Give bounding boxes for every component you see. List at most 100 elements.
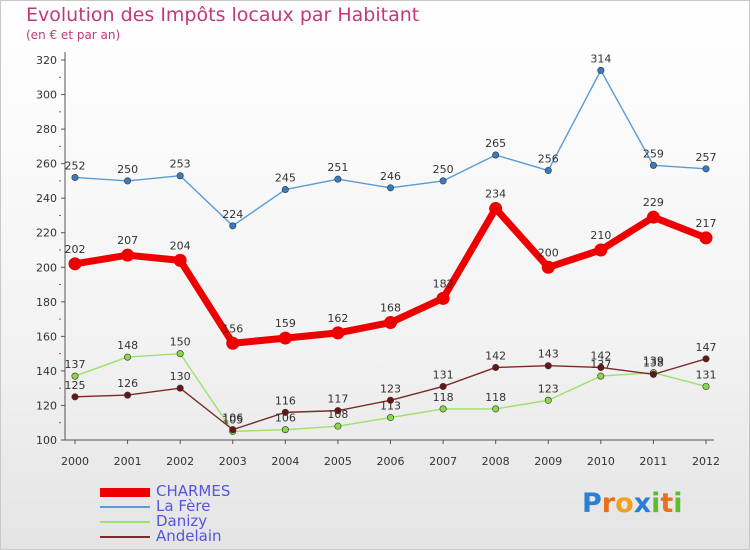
data-label: 234 <box>485 188 506 201</box>
data-point <box>229 222 237 230</box>
data-point <box>121 248 135 262</box>
data-point <box>597 363 605 371</box>
y-minor-tick <box>59 214 61 216</box>
logo-letter: x <box>633 488 652 519</box>
data-point <box>492 405 500 413</box>
data-label: 245 <box>275 172 296 185</box>
data-point <box>71 173 79 181</box>
data-point <box>176 172 184 180</box>
data-label: 131 <box>696 368 717 381</box>
data-point <box>71 372 79 380</box>
data-point <box>176 384 184 392</box>
x-tick-label: 2002 <box>166 455 194 468</box>
data-label: 252 <box>65 159 86 172</box>
data-label: 113 <box>380 400 401 413</box>
data-label: 123 <box>380 382 401 395</box>
data-point <box>489 202 503 216</box>
y-tick-label: 240 <box>36 192 57 205</box>
data-label: 143 <box>538 348 559 361</box>
y-tick-label: 100 <box>36 434 57 447</box>
data-label: 159 <box>275 317 296 330</box>
data-point <box>281 408 289 416</box>
data-label: 142 <box>590 349 611 362</box>
data-point <box>544 167 552 175</box>
data-label: 138 <box>643 356 664 369</box>
data-point <box>544 362 552 370</box>
data-point <box>439 177 447 185</box>
y-tick-label: 120 <box>36 399 57 412</box>
data-point <box>334 422 342 430</box>
data-point <box>702 355 710 363</box>
y-tick-label: 320 <box>36 54 57 67</box>
logo-letter: P <box>582 488 602 519</box>
x-tick-label: 2004 <box>271 455 299 468</box>
y-tick-label: 160 <box>36 330 57 343</box>
data-point <box>71 393 79 401</box>
x-tick-label: 2012 <box>692 455 720 468</box>
x-tick-label: 2000 <box>61 455 89 468</box>
x-tick-label: 2008 <box>482 455 510 468</box>
data-label: 200 <box>538 246 559 259</box>
data-label: 116 <box>275 394 296 407</box>
data-label: 131 <box>433 368 454 381</box>
logo-letter: r <box>601 488 616 519</box>
y-minor-tick <box>59 180 61 182</box>
legend-label-la-fere: La Fère <box>156 497 211 515</box>
data-point <box>646 210 660 224</box>
data-label: 204 <box>170 239 191 252</box>
legend-label-danizy: Danizy <box>156 512 208 530</box>
data-point <box>176 350 184 358</box>
data-point <box>384 316 397 330</box>
data-point <box>386 396 394 404</box>
data-point <box>229 426 237 434</box>
data-label: 125 <box>65 379 86 392</box>
data-label: 224 <box>222 208 243 221</box>
y-tick-label: 180 <box>36 296 57 309</box>
legend-label-charmes: CHARMES <box>156 482 231 500</box>
data-point <box>699 231 713 245</box>
data-label: 142 <box>485 349 506 362</box>
legend-swatch-la-fere <box>100 506 150 508</box>
y-minor-tick <box>59 422 61 424</box>
data-label: 148 <box>117 339 138 352</box>
data-label: 106 <box>222 412 243 425</box>
logo-letter: i <box>673 488 683 519</box>
legend-swatch-andelain <box>100 536 150 538</box>
data-point <box>544 396 552 404</box>
data-point <box>702 165 710 173</box>
y-tick-label: 280 <box>36 123 57 136</box>
y-tick-label: 300 <box>36 89 57 102</box>
data-point <box>281 186 289 194</box>
data-label: 229 <box>643 196 664 209</box>
data-point <box>124 177 132 185</box>
legend-swatch-charmes <box>100 488 150 497</box>
data-label: 117 <box>327 393 348 406</box>
data-point <box>68 257 82 271</box>
data-label: 246 <box>380 170 401 183</box>
y-tick-label: 260 <box>36 158 57 171</box>
data-point <box>334 175 342 183</box>
data-label: 147 <box>696 341 717 354</box>
logo-letter: o <box>615 488 634 519</box>
data-label: 314 <box>590 52 611 65</box>
data-label: 253 <box>170 158 191 171</box>
legend-swatch-danizy <box>100 521 150 523</box>
data-label: 250 <box>433 163 454 176</box>
y-minor-tick <box>59 353 61 355</box>
data-point <box>226 336 240 350</box>
data-label: 137 <box>65 358 86 371</box>
data-label: 123 <box>538 382 559 395</box>
data-point <box>281 426 289 434</box>
data-label: 256 <box>538 153 559 166</box>
data-point <box>386 414 394 422</box>
data-point <box>124 391 132 399</box>
y-minor-tick <box>59 318 61 320</box>
data-point <box>173 253 187 267</box>
data-point <box>124 353 132 361</box>
x-tick-label: 2005 <box>324 455 352 468</box>
y-minor-tick <box>59 387 61 389</box>
data-label: 156 <box>222 322 243 335</box>
series-line <box>74 69 707 227</box>
data-label: 265 <box>485 137 506 150</box>
y-minor-tick <box>59 284 61 286</box>
